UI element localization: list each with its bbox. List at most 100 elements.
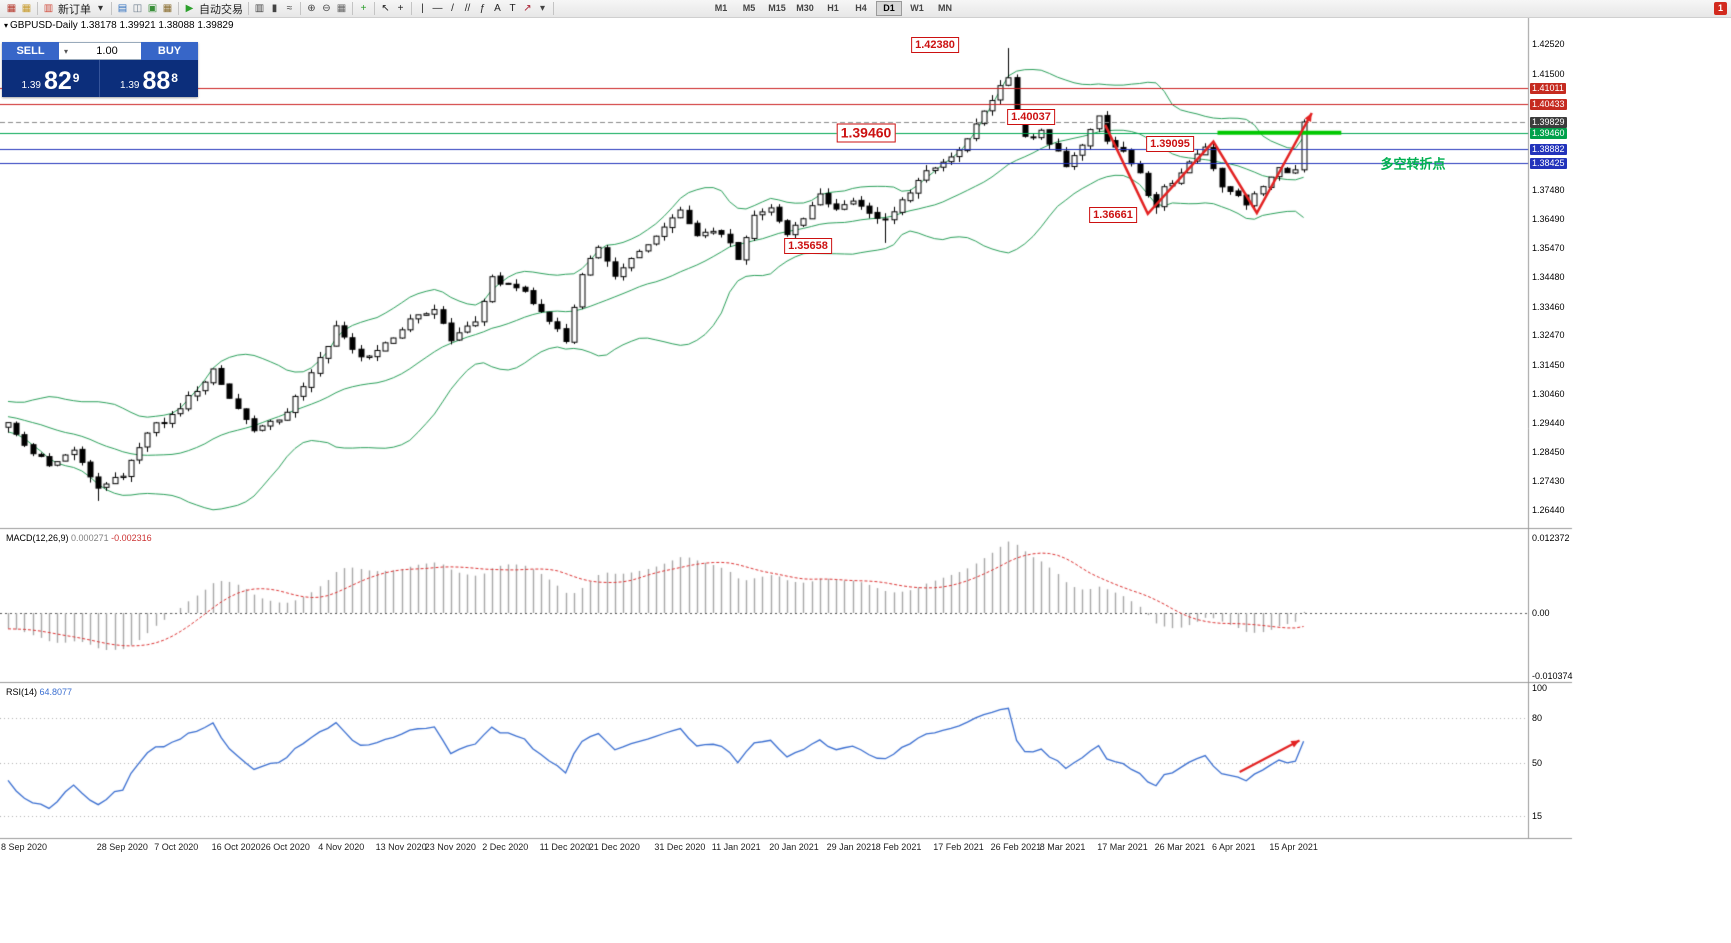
timeframe-w1[interactable]: W1 (910, 3, 924, 13)
volume-input[interactable] (73, 42, 141, 60)
navigator-icon[interactable]: ▣ (147, 2, 158, 14)
toolbar: ▦ ▦ ▥ 新订单 ▾ ▤ ◫ ▣ ▦ ▶ 自动交易 ▥ ▮ ≈ ⊕ ⊖ ▦ + ↖ + | — ///ƒ A T ↗ ▾ M1 M5 M… (0, 0, 1731, 18)
pivot-annotation[interactable]: 多空转折点 (1380, 156, 1446, 172)
tile-windows-icon[interactable]: ▦ (336, 2, 347, 14)
macd-scale-label: 0.00 (1532, 608, 1550, 618)
label-icon[interactable]: T (509, 2, 516, 14)
price-callout[interactable]: 1.35658 (784, 238, 832, 254)
price-chart-canvas[interactable] (0, 18, 1731, 943)
date-axis-label: 6 Apr 2021 (1212, 842, 1256, 852)
data-window-icon[interactable]: ◫ (132, 2, 143, 14)
timeframe-mn[interactable]: MN (938, 3, 952, 13)
zoom-in-icon[interactable]: ⊕ (307, 2, 316, 14)
vertical-line-icon[interactable]: | (421, 2, 424, 14)
bar-chart-icon[interactable]: ▥ (254, 2, 265, 14)
price-scale-label: 1.28450 (1532, 446, 1565, 457)
trade-panel-header: SELL ▾ BUY (2, 42, 198, 60)
autotrading-play-icon[interactable]: ▶ (185, 2, 194, 14)
toolbar-separator (374, 2, 375, 15)
price-callout[interactable]: 1.36661 (1089, 207, 1137, 223)
price-callout[interactable]: 1.42380 (911, 37, 959, 53)
trendline-icon[interactable]: / (451, 2, 454, 14)
candlestick-chart-icon[interactable]: ▮ (271, 2, 278, 14)
text-icon[interactable]: A (494, 2, 501, 14)
date-axis-label: 11 Jan 2021 (711, 842, 761, 852)
date-axis-label: 26 Feb 2021 (990, 842, 1042, 852)
market-watch-icon[interactable]: ▤ (117, 2, 128, 14)
price-scale-label: 1.39829 (1530, 117, 1567, 128)
buy-price[interactable]: 1.39 88 8 (100, 60, 198, 97)
one-click-trading-panel: SELL ▾ BUY 1.39 82 9 1.39 88 8 (2, 42, 198, 97)
macd-label: MACD(12,26,9) 0.000271 -0.002316 (6, 533, 152, 543)
timeframe-m1[interactable]: M1 (714, 3, 728, 13)
price-scale-label: 1.42520 (1532, 39, 1565, 49)
price-axis[interactable]: 1.42520 1.41500 1.41011 1.40433 1.39829 1.394… (1530, 18, 1573, 943)
cursor-icon[interactable]: ↖ (381, 2, 390, 14)
arrows-tool-icon[interactable]: ↗ (523, 2, 532, 14)
symbol-ohlc-label: ▾ GBPUSD-Daily 1.38178 1.39921 1.38088 1.… (4, 20, 234, 31)
date-axis-label: 11 Dec 2020 (539, 842, 590, 852)
sell-button[interactable]: SELL (2, 42, 59, 60)
date-axis-label: 29 Jan 2021 (826, 842, 877, 852)
rsi-scale-label: 50 (1532, 758, 1543, 768)
buy-price-pip: 8 (171, 71, 178, 85)
rsi-name: RSI(14) (6, 687, 38, 697)
price-callout[interactable]: 1.40037 (1007, 109, 1055, 125)
new-order-button[interactable]: 新订单 (58, 3, 91, 16)
price-scale-label: 1.39460 (1530, 127, 1567, 139)
date-axis[interactable]: 8 Sep 2020 28 Sep 2020 7 Oct 2020 16 Oct 20… (0, 840, 1528, 856)
timeframe-m15[interactable]: M15 (768, 3, 786, 13)
notification-badge[interactable]: 1 (1714, 2, 1727, 15)
timeframe-m5[interactable]: M5 (742, 3, 756, 13)
rsi-scale-label: 15 (1532, 810, 1543, 821)
toolbar-separator (37, 2, 38, 15)
date-axis-label: 7 Oct 2020 (154, 842, 199, 852)
autotrading-button[interactable]: 自动交易 (199, 3, 243, 16)
sell-price[interactable]: 1.39 82 9 (2, 60, 100, 97)
buy-price-small: 1.39 (120, 80, 140, 91)
new-order-caret-icon[interactable]: ▾ (97, 2, 104, 14)
date-axis-label: 8 Sep 2020 (1, 842, 48, 852)
timeframe-h4[interactable]: H4 (855, 3, 867, 13)
price-scale-label: 1.38882 (1530, 144, 1567, 156)
price-callout[interactable]: 1.39095 (1146, 136, 1194, 152)
sell-price-big: 82 (43, 67, 72, 95)
price-scale-label: 1.32470 (1532, 330, 1565, 341)
price-callout[interactable]: 1.39460 (836, 123, 896, 143)
date-axis-label: 17 Feb 2021 (933, 842, 984, 852)
date-axis-label: 8 Mar 2021 (1039, 842, 1086, 852)
symbol-marker-icon: ▾ (4, 21, 9, 30)
date-axis-label: 26 Mar 2021 (1154, 842, 1206, 852)
toolbar-separator (352, 2, 353, 15)
line-chart-icon[interactable]: ≈ (286, 2, 293, 14)
sell-price-small: 1.39 (21, 80, 41, 91)
macd-scale-label: 0.012372 (1532, 533, 1570, 543)
indicators-icon[interactable]: + (360, 2, 367, 14)
rsi-scale-label: 80 (1532, 713, 1543, 723)
timeframe-h1[interactable]: H1 (827, 3, 839, 13)
zoom-out-icon[interactable]: ⊖ (322, 2, 331, 14)
objects-caret-icon[interactable]: ▾ (539, 2, 546, 14)
new-order-icon[interactable]: ▥ (43, 2, 54, 14)
timeframe-group: M1 M5 M15 M30 H1 H4 D1 W1 MN (707, 1, 959, 16)
timeframe-d1[interactable]: D1 (876, 1, 902, 16)
price-scale-label: 1.37480 (1532, 185, 1565, 196)
volume-dropdown-icon[interactable]: ▾ (59, 42, 73, 60)
terminal-icon[interactable]: ▦ (162, 2, 173, 14)
horizontal-line-icon[interactable]: — (432, 2, 443, 14)
buy-price-big: 88 (142, 67, 171, 95)
date-axis-label: 4 Nov 2020 (318, 842, 365, 852)
date-axis-label: 2 Dec 2020 (482, 842, 529, 852)
new-chart-icon[interactable]: ▦ (6, 2, 17, 14)
price-scale-label: 1.26440 (1532, 505, 1565, 516)
timeframe-m30[interactable]: M30 (796, 3, 814, 13)
crosshair-icon[interactable]: + (397, 2, 404, 14)
date-axis-label: 8 Feb 2021 (875, 842, 922, 852)
fibonacci-icon[interactable]: ƒ (479, 2, 486, 14)
trade-panel-prices: 1.39 82 9 1.39 88 8 (2, 60, 198, 97)
price-scale-label: 1.27430 (1532, 476, 1565, 487)
buy-button[interactable]: BUY (141, 42, 198, 60)
macd-main-value: 0.000271 (71, 533, 109, 543)
channel-icon[interactable]: // (464, 2, 471, 14)
profiles-icon[interactable]: ▦ (21, 2, 32, 14)
